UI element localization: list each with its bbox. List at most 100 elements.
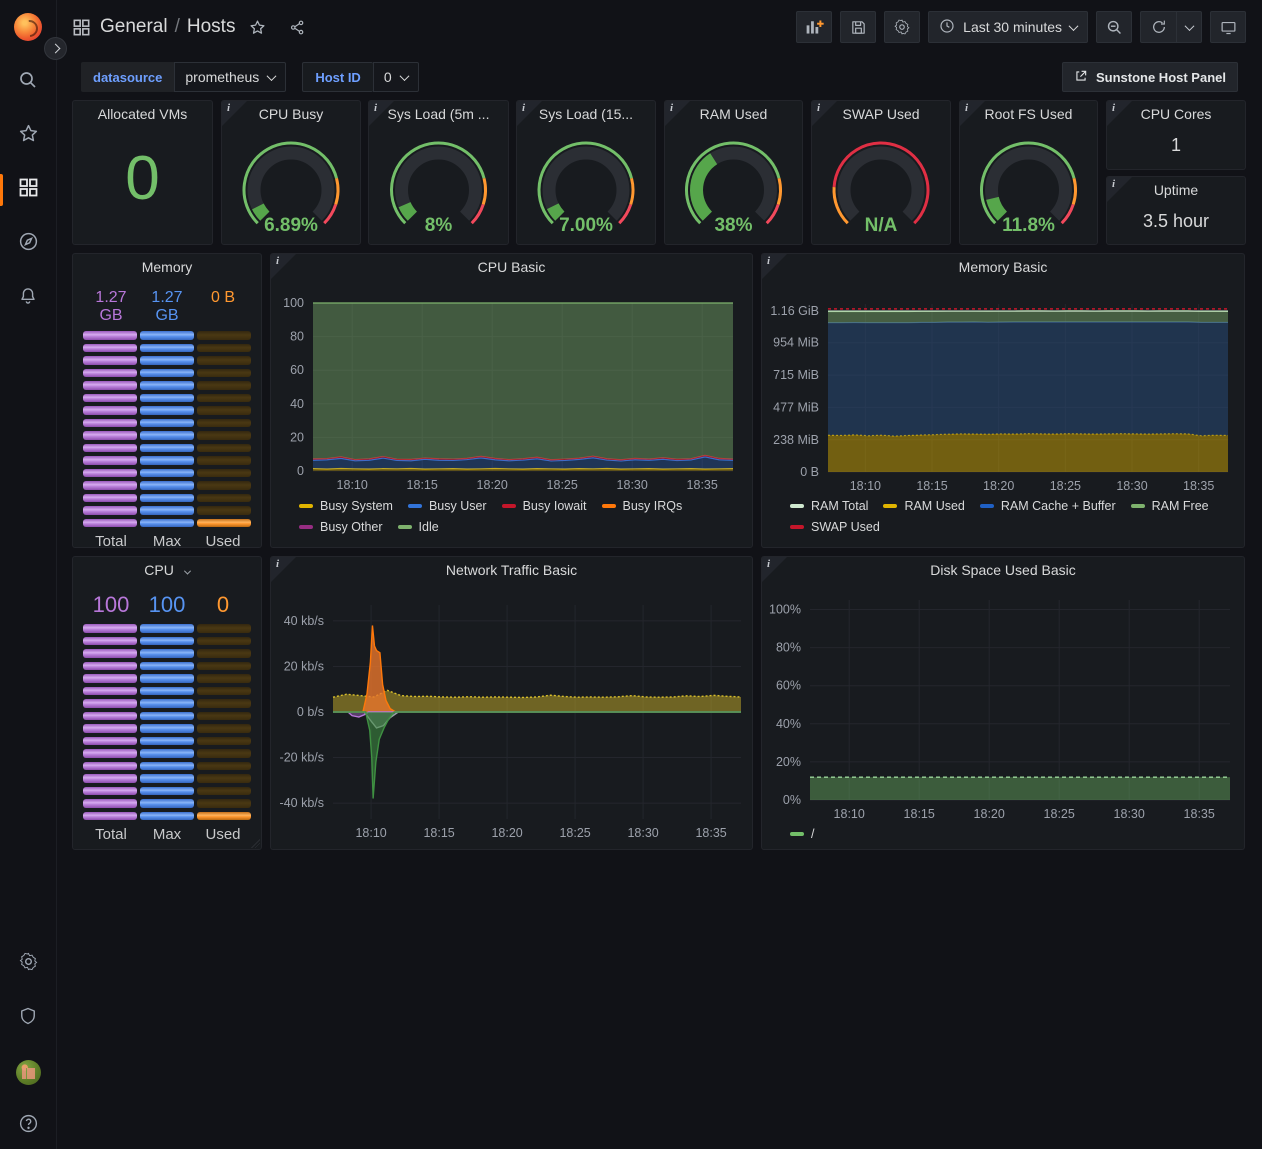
info-icon[interactable]: i <box>670 102 673 114</box>
led-cell <box>140 406 194 415</box>
refresh-button[interactable] <box>1140 11 1176 43</box>
panel-title-memory-basic[interactable]: Memory Basic <box>762 254 1244 281</box>
dashboard-settings-button[interactable] <box>884 11 920 43</box>
sidebar-expand-button[interactable] <box>44 37 67 60</box>
stat-panel-ram-used: iRAM Used38% <box>664 100 803 245</box>
info-icon[interactable]: i <box>374 102 377 114</box>
legend-item-busy-iowait[interactable]: Busy Iowait <box>502 499 587 513</box>
legend-item-ram-free[interactable]: RAM Free <box>1131 499 1209 513</box>
zoom-out-time-button[interactable] <box>1096 11 1132 43</box>
led-cell <box>140 699 194 708</box>
legend-item-ram-used[interactable]: RAM Used <box>883 499 964 513</box>
led-cell <box>140 674 194 683</box>
info-icon[interactable]: i <box>1112 178 1115 190</box>
stat-value: 3.5 hour <box>1107 204 1245 238</box>
panel-info-corner[interactable] <box>960 101 985 126</box>
led-cell <box>197 419 251 428</box>
legend-swatch <box>1131 504 1145 508</box>
legend-item-busy-other[interactable]: Busy Other <box>299 520 383 534</box>
panel-info-corner[interactable] <box>271 557 296 582</box>
hostid-variable-select[interactable]: 0 <box>373 62 419 92</box>
add-panel-button[interactable] <box>796 11 832 43</box>
sidebar-item-explore[interactable] <box>0 231 56 257</box>
info-icon[interactable]: i <box>1112 102 1115 114</box>
legend-label: Busy System <box>320 499 393 513</box>
refresh-interval-dropdown[interactable] <box>1176 11 1202 43</box>
legend-item-busy-user[interactable]: Busy User <box>408 499 487 513</box>
panel-info-corner[interactable] <box>665 101 690 126</box>
svg-text:18:15: 18:15 <box>916 479 947 493</box>
share-dashboard-button[interactable] <box>281 11 313 43</box>
panel-info-corner[interactable] <box>271 254 296 279</box>
led-cell <box>83 787 137 796</box>
sidebar-item-alerting[interactable] <box>0 285 56 311</box>
panel-info-corner[interactable] <box>762 254 787 279</box>
panel-title-disk-space-used-basic[interactable]: Disk Space Used Basic <box>762 557 1244 584</box>
led-cell <box>83 687 137 696</box>
sunstone-host-panel-button[interactable]: Sunstone Host Panel <box>1062 62 1238 92</box>
panel-title-memory[interactable]: Memory <box>73 254 261 281</box>
legend-item-ram-cache-buffer[interactable]: RAM Cache + Buffer <box>980 499 1116 513</box>
led-cell <box>197 394 251 403</box>
svg-text:18:10: 18:10 <box>834 807 865 821</box>
star-dashboard-button[interactable] <box>241 11 273 43</box>
svg-text:0: 0 <box>297 464 304 478</box>
sidebar-item-server-admin[interactable] <box>16 1005 41 1031</box>
sidebar-item-profile[interactable] <box>16 1059 41 1085</box>
legend-item-swap-used[interactable]: SWAP Used <box>790 520 880 534</box>
stat-panel-root-fs-used: iRoot FS Used11.8% <box>959 100 1098 245</box>
time-range-picker[interactable]: Last 30 minutes <box>928 11 1088 43</box>
legend-item-idle[interactable]: Idle <box>398 520 439 534</box>
datasource-variable-select[interactable]: prometheus <box>174 62 286 92</box>
info-icon[interactable]: i <box>276 558 279 570</box>
legend-item-/[interactable]: / <box>790 827 814 841</box>
chart-canvas-network-traffic[interactable]: -40 kb/s-20 kb/s0 b/s20 kb/s40 kb/s18:10… <box>271 584 752 849</box>
breadcrumb-folder[interactable]: General <box>100 16 168 38</box>
panel-title-cpu[interactable]: CPU <box>73 557 261 584</box>
info-icon[interactable]: i <box>767 558 770 570</box>
legend-swatch <box>398 525 412 529</box>
legend-label: Idle <box>419 520 439 534</box>
panel-info-corner[interactable] <box>1107 101 1132 126</box>
panel-title-cpu-basic[interactable]: CPU Basic <box>271 254 752 281</box>
breadcrumb-dashboard[interactable]: Hosts <box>187 16 236 38</box>
panel-info-corner[interactable] <box>517 101 542 126</box>
panel-info-corner[interactable] <box>369 101 394 126</box>
help-icon <box>18 1113 39 1139</box>
panel-resize-handle[interactable] <box>251 839 260 848</box>
sidebar-item-dashboards[interactable] <box>0 177 56 203</box>
panel-info-corner[interactable] <box>762 557 787 582</box>
save-dashboard-button[interactable] <box>840 11 876 43</box>
chart-canvas-disk-space[interactable]: 0%20%40%60%80%100%18:1018:1518:2018:2518… <box>762 584 1244 849</box>
svg-text:18:30: 18:30 <box>617 478 648 492</box>
legend-item-busy-system[interactable]: Busy System <box>299 499 393 513</box>
legend-swatch <box>790 832 804 836</box>
legend-item-ram-total[interactable]: RAM Total <box>790 499 868 513</box>
grafana-logo[interactable] <box>14 13 42 41</box>
panel-memory-basic: i Memory Basic 0 B238 MiB477 MiB715 MiB9… <box>761 253 1245 548</box>
panel-title[interactable]: Allocated VMs <box>73 101 212 128</box>
led-cell <box>140 394 194 403</box>
led-cell <box>140 381 194 390</box>
info-icon[interactable]: i <box>227 102 230 114</box>
sidebar-item-search[interactable] <box>0 69 56 95</box>
info-icon[interactable]: i <box>522 102 525 114</box>
led-cell <box>83 737 137 746</box>
breadcrumb-separator: / <box>175 16 180 38</box>
legend-item-busy-irqs[interactable]: Busy IRQs <box>602 499 683 513</box>
svg-text:100: 100 <box>283 296 304 310</box>
panel-info-corner[interactable] <box>1107 177 1132 202</box>
info-icon[interactable]: i <box>767 255 770 267</box>
led-cell <box>83 799 137 808</box>
info-icon[interactable]: i <box>276 255 279 267</box>
svg-text:715 MiB: 715 MiB <box>773 368 819 382</box>
sidebar-item-configuration[interactable] <box>16 951 41 977</box>
info-icon[interactable]: i <box>965 102 968 114</box>
cycle-view-mode-button[interactable] <box>1210 11 1246 43</box>
sidebar-item-starred[interactable] <box>0 123 56 149</box>
sidebar-item-help[interactable] <box>16 1113 41 1139</box>
panel-title-network-traffic-basic[interactable]: Network Traffic Basic <box>271 557 752 584</box>
panel-info-corner[interactable] <box>222 101 247 126</box>
info-icon[interactable]: i <box>817 102 820 114</box>
panel-info-corner[interactable] <box>812 101 837 126</box>
